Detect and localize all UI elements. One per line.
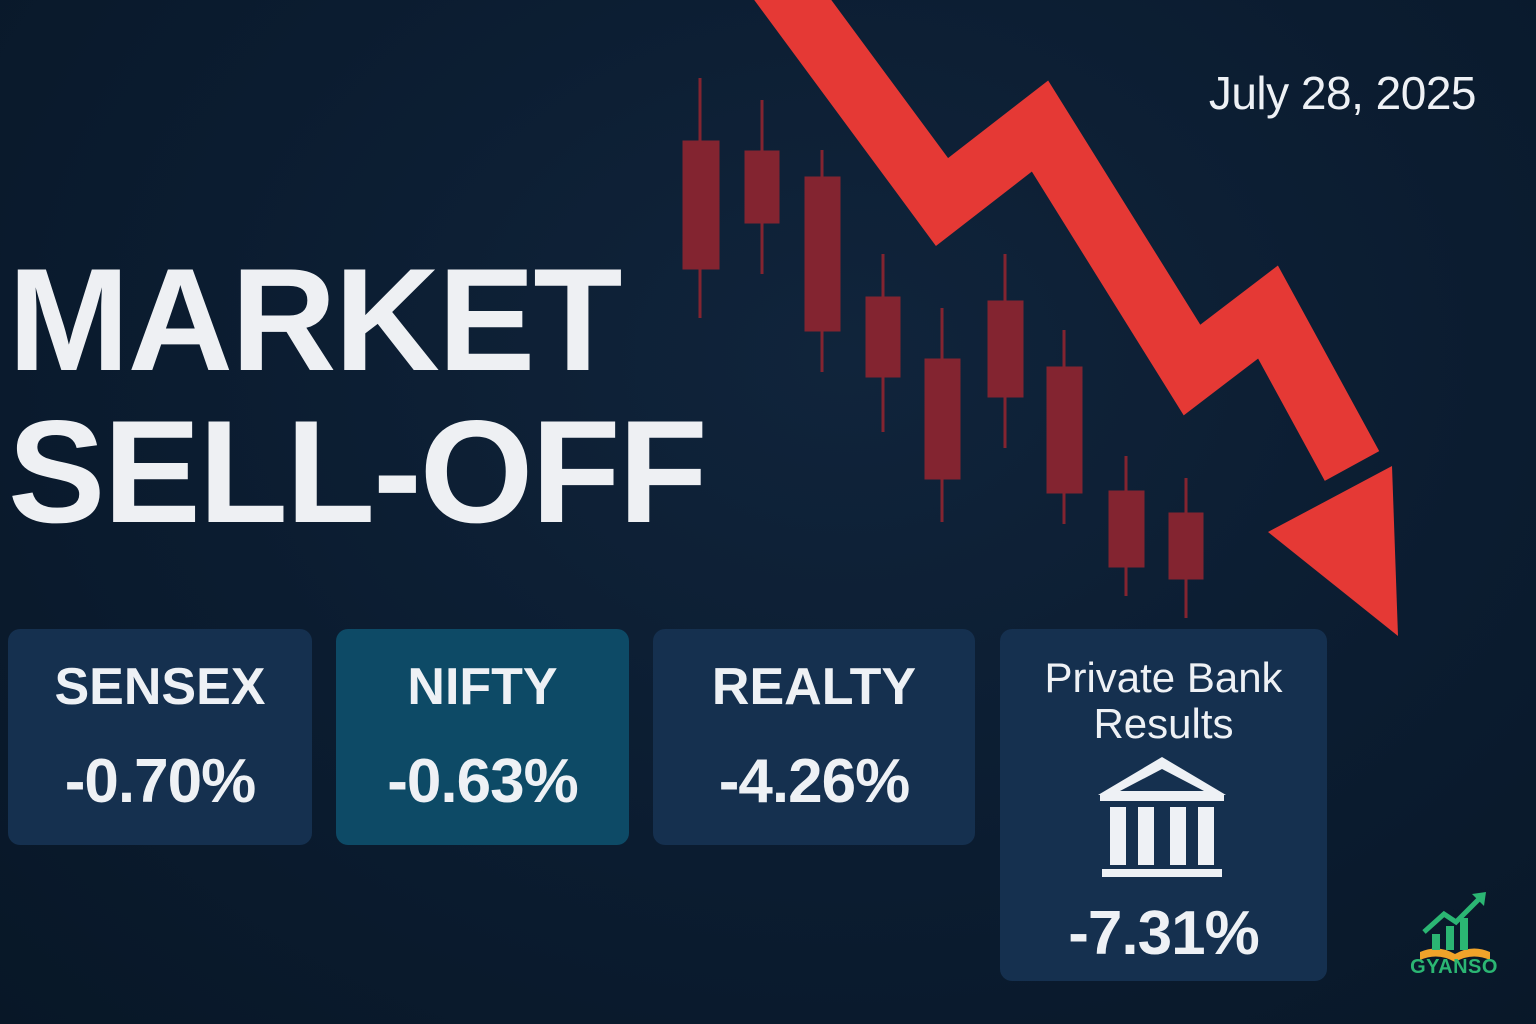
card-label: NIFTY — [336, 657, 629, 717]
card-value: -0.63% — [336, 747, 629, 817]
date-label: July 28, 2025 — [1150, 66, 1476, 120]
card-value: -7.31% — [1000, 899, 1327, 969]
bank-building-icon — [1096, 755, 1228, 885]
headline-line-2: SELL-OFF — [8, 396, 706, 548]
headline: MARKET SELL-OFF — [8, 244, 706, 548]
card-label-line-1: Private Bank — [1000, 655, 1327, 701]
realty-card: REALTY -4.26% — [653, 629, 975, 845]
card-label: REALTY — [653, 657, 975, 717]
card-label: SENSEX — [8, 657, 312, 717]
card-value: -0.70% — [8, 747, 312, 817]
private-bank-card: Private Bank Results -7.31% — [1000, 629, 1327, 981]
sensex-card: SENSEX -0.70% — [8, 629, 312, 845]
headline-line-1: MARKET — [8, 244, 706, 396]
nifty-card: NIFTY -0.63% — [336, 629, 629, 845]
card-value: -4.26% — [653, 747, 975, 817]
card-label-line-2: Results — [1000, 701, 1327, 747]
logo-text: GYANSO — [1404, 956, 1504, 979]
